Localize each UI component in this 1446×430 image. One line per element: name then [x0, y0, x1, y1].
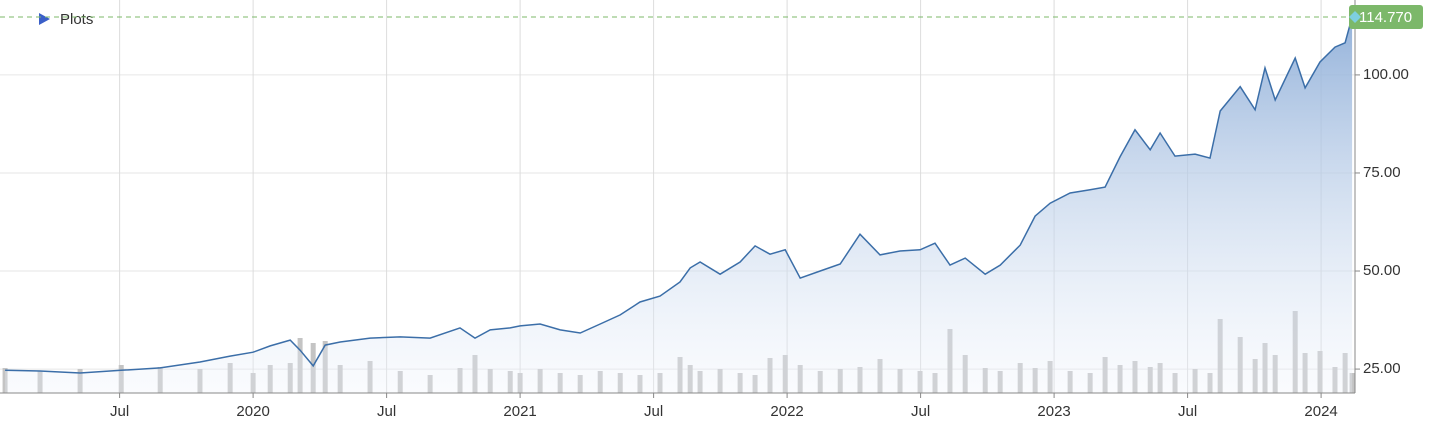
y-tick-label: 50.00 [1363, 262, 1401, 279]
price-line [5, 16, 1353, 374]
x-tick-label: 2020 [236, 403, 269, 420]
x-tick-label: Jul [911, 403, 930, 420]
x-tick-label: 2023 [1037, 403, 1070, 420]
y-tick-label: 100.00 [1363, 66, 1409, 83]
x-tick-label: Jul [644, 403, 663, 420]
x-tick-label: 2024 [1304, 403, 1337, 420]
x-tick-label: 2022 [770, 403, 803, 420]
y-tick-label: 25.00 [1363, 360, 1401, 377]
volume-bar [2, 368, 8, 393]
price-area [5, 17, 1353, 393]
x-tick-label: Jul [110, 403, 129, 420]
legend-label[interactable]: Plots [60, 11, 93, 28]
legend[interactable]: Plots [39, 11, 93, 28]
x-tick-label: 2021 [503, 403, 536, 420]
legend-toggle[interactable] [39, 13, 50, 25]
last-value-badge [1349, 4, 1423, 29]
x-tick-label: Jul [1178, 403, 1197, 420]
last-value-label: 114.770 [1359, 9, 1412, 26]
y-tick-label: 75.00 [1363, 164, 1401, 181]
x-tick-label: Jul [377, 403, 396, 420]
last-value-diamond [1349, 10, 1361, 23]
axis-panel [1355, 0, 1446, 393]
